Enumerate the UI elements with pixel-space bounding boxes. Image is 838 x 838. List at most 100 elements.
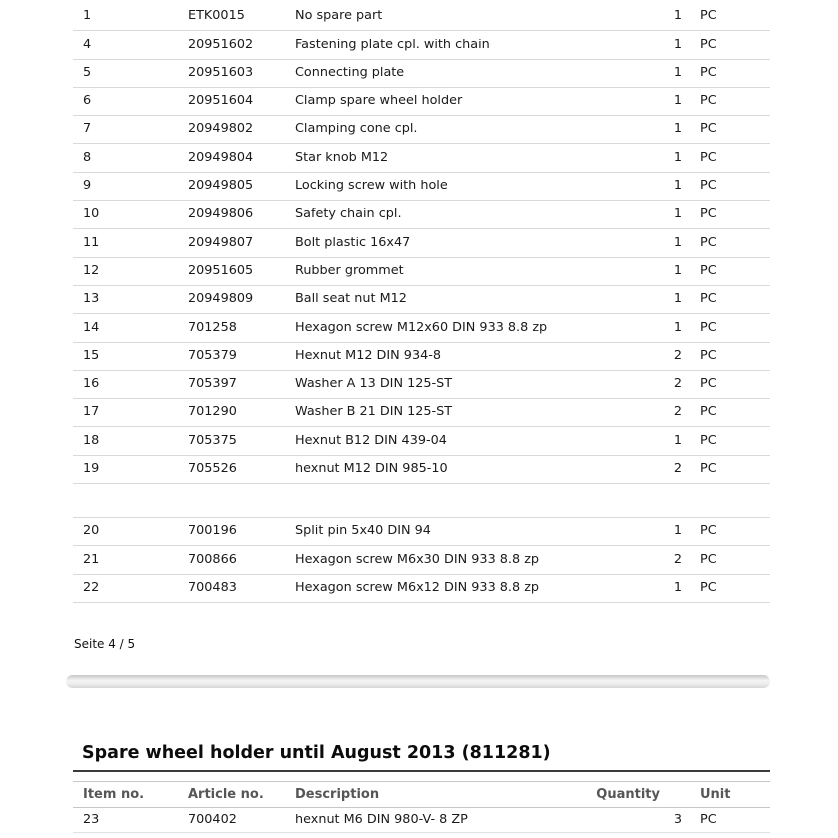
table-row: 4 20951602 Fastening plate cpl. with cha… bbox=[73, 31, 770, 60]
parts-table-group1: 1 ETK0015 No spare part 1 PC 4 20951602 … bbox=[73, 3, 770, 485]
article-no-cell: 20951604 bbox=[188, 93, 254, 109]
quantity-cell: 1 bbox=[673, 93, 682, 109]
quantity-cell: 1 bbox=[673, 234, 682, 250]
description-cell: Hexnut M12 DIN 934-8 bbox=[295, 349, 441, 363]
item-no-cell: 12 bbox=[83, 262, 100, 278]
quantity-cell: 2 bbox=[673, 404, 682, 420]
table-row: 19 705526 hexnut M12 DIN 985-10 2 PC bbox=[73, 456, 770, 485]
table-row: 5 20951603 Connecting plate 1 PC bbox=[73, 60, 770, 88]
description-cell: Hexnut B12 DIN 439-04 bbox=[295, 434, 447, 448]
article-no-cell: 20951605 bbox=[188, 262, 254, 278]
article-no-cell: 20949809 bbox=[188, 291, 254, 307]
description-cell: Clamping cone cpl. bbox=[295, 123, 418, 137]
item-no-cell: 10 bbox=[83, 206, 100, 222]
unit-cell: PC bbox=[700, 523, 717, 539]
item-no-cell: 21 bbox=[83, 551, 100, 567]
unit-cell: PC bbox=[700, 234, 717, 250]
quantity-cell: 1 bbox=[673, 178, 682, 194]
article-no-cell: 705526 bbox=[188, 461, 237, 476]
description-cell: Clamp spare wheel holder bbox=[295, 95, 463, 108]
table-row: 7 20949802 Clamping cone cpl. 1 PC bbox=[73, 116, 770, 145]
table-row: 17 701290 Washer B 21 DIN 125-ST 2 PC bbox=[73, 399, 770, 428]
item-no-cell: 13 bbox=[83, 291, 100, 307]
description-cell: hexnut M12 DIN 985-10 bbox=[295, 463, 448, 476]
table-row: 9 20949805 Locking screw with hole 1 PC bbox=[73, 173, 770, 202]
unit-cell: PC bbox=[700, 461, 717, 476]
quantity-cell: 1 bbox=[673, 121, 682, 137]
description-cell: Hexagon screw M12x60 DIN 933 8.8 zp bbox=[295, 321, 548, 335]
unit-cell: PC bbox=[700, 262, 717, 278]
quantity-cell: 1 bbox=[673, 319, 682, 335]
quantity-cell: 2 bbox=[673, 376, 682, 392]
page-divider bbox=[66, 675, 770, 688]
table-row: 15 705379 Hexnut M12 DIN 934-8 2 PC bbox=[73, 343, 770, 371]
item-no-cell: 4 bbox=[83, 36, 92, 52]
unit-cell: PC bbox=[700, 432, 717, 448]
description-cell: Split pin 5x40 DIN 94 bbox=[295, 525, 431, 539]
page-number: Seite 4 / 5 bbox=[74, 637, 136, 651]
column-header-article-no: Article no. bbox=[188, 787, 264, 802]
unit-cell: PC bbox=[700, 8, 717, 24]
table-header-row: Item no. Article no. Description Quantit… bbox=[73, 781, 770, 808]
description-cell: Rubber grommet bbox=[295, 264, 404, 278]
table-row: 8 20949804 Star knob M12 1 PC bbox=[73, 144, 770, 173]
unit-cell: PC bbox=[700, 149, 717, 165]
article-no-cell: 705375 bbox=[188, 432, 237, 448]
quantity-cell: 2 bbox=[673, 461, 682, 476]
quantity-cell: 1 bbox=[673, 262, 682, 278]
unit-cell: PC bbox=[700, 404, 717, 420]
item-no-cell: 19 bbox=[83, 461, 100, 476]
description-cell: Hexagon screw M6x30 DIN 933 8.8 zp bbox=[295, 553, 540, 567]
description-cell: Hexagon screw M6x12 DIN 933 8.8 zp bbox=[295, 581, 540, 595]
item-no-cell: 8 bbox=[83, 149, 92, 165]
unit-cell: PC bbox=[700, 93, 717, 109]
description-cell: No spare part bbox=[295, 10, 383, 24]
quantity-cell: 1 bbox=[673, 579, 682, 595]
article-no-cell: 20949805 bbox=[188, 178, 254, 194]
item-no-cell: 16 bbox=[83, 376, 100, 392]
description-cell: hexnut M6 DIN 980-V- 8 ZP bbox=[295, 813, 468, 827]
parts-table-page5: 23 700402 hexnut M6 DIN 980-V- 8 ZP 3 PC bbox=[73, 808, 770, 833]
quantity-cell: 1 bbox=[673, 523, 682, 539]
description-cell: Safety chain cpl. bbox=[295, 208, 402, 222]
unit-cell: PC bbox=[700, 64, 717, 80]
item-no-cell: 22 bbox=[83, 579, 100, 595]
unit-cell: PC bbox=[700, 291, 717, 307]
table-row: 21 700866 Hexagon screw M6x30 DIN 933 8.… bbox=[73, 546, 770, 575]
description-cell: Washer B 21 DIN 125-ST bbox=[295, 406, 453, 420]
unit-cell: PC bbox=[700, 811, 717, 827]
quantity-cell: 1 bbox=[673, 36, 682, 52]
item-no-cell: 20 bbox=[83, 523, 100, 539]
section-title: Spare wheel holder until August 2013 (81… bbox=[82, 743, 551, 763]
parts-table-group2: 20 700196 Split pin 5x40 DIN 94 1 PC 21 … bbox=[73, 517, 770, 603]
item-no-cell: 6 bbox=[83, 93, 92, 109]
description-cell: Bolt plastic 16x47 bbox=[295, 236, 411, 250]
item-no-cell: 14 bbox=[83, 319, 100, 335]
article-no-cell: 20951603 bbox=[188, 64, 254, 80]
column-header-quantity: Quantity bbox=[596, 787, 660, 802]
article-no-cell: 20949802 bbox=[188, 121, 254, 137]
article-no-cell: 20949804 bbox=[188, 149, 254, 165]
article-no-cell: 700196 bbox=[188, 523, 237, 539]
article-no-cell: 20951602 bbox=[188, 36, 254, 52]
quantity-cell: 1 bbox=[673, 432, 682, 448]
table-row: 6 20951604 Clamp spare wheel holder 1 PC bbox=[73, 88, 770, 117]
table-row: 22 700483 Hexagon screw M6x12 DIN 933 8.… bbox=[73, 575, 770, 603]
item-no-cell: 11 bbox=[83, 234, 100, 250]
item-no-cell: 18 bbox=[83, 432, 100, 448]
description-cell: Star knob M12 bbox=[295, 151, 389, 165]
quantity-cell: 1 bbox=[673, 8, 682, 24]
description-cell: Locking screw with hole bbox=[295, 180, 448, 193]
item-no-cell: 5 bbox=[83, 64, 92, 80]
item-no-cell: 9 bbox=[83, 178, 92, 194]
article-no-cell: 700402 bbox=[188, 811, 237, 827]
table-row: 11 20949807 Bolt plastic 16x47 1 PC bbox=[73, 229, 770, 258]
unit-cell: PC bbox=[700, 206, 717, 222]
article-no-cell: 20949807 bbox=[188, 234, 254, 250]
item-no-cell: 1 bbox=[83, 8, 92, 24]
table-row: 14 701258 Hexagon screw M12x60 DIN 933 8… bbox=[73, 314, 770, 343]
table-row: 18 705375 Hexnut B12 DIN 439-04 1 PC bbox=[73, 427, 770, 456]
table-row: 1 ETK0015 No spare part 1 PC bbox=[73, 3, 770, 32]
table-row: 20 700196 Split pin 5x40 DIN 94 1 PC bbox=[73, 518, 770, 547]
item-no-cell: 23 bbox=[83, 811, 100, 827]
